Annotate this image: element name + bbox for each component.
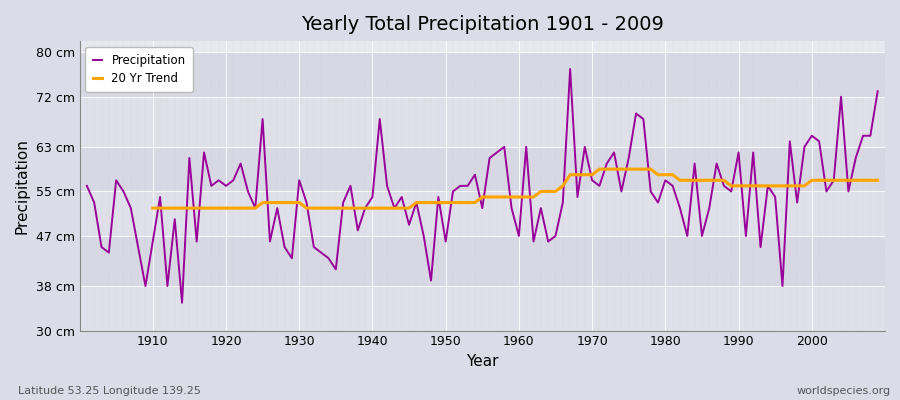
Bar xyxy=(79,192,885,236)
Title: Yearly Total Precipitation 1901 - 2009: Yearly Total Precipitation 1901 - 2009 xyxy=(301,15,663,34)
Precipitation xyxy=(564,66,575,71)
Text: worldspecies.org: worldspecies.org xyxy=(796,386,891,396)
Line: Precipitation: Precipitation xyxy=(87,69,878,303)
20 Yr Trend xyxy=(580,172,590,177)
Precipitation xyxy=(514,234,525,238)
Bar xyxy=(79,147,885,192)
Precipitation xyxy=(176,300,187,305)
Precipitation xyxy=(521,144,532,149)
X-axis label: Year: Year xyxy=(466,354,499,369)
Bar xyxy=(79,52,885,97)
20 Yr Trend xyxy=(316,206,327,210)
Bar xyxy=(79,97,885,147)
Bar xyxy=(79,286,885,330)
Precipitation xyxy=(82,184,93,188)
20 Yr Trend xyxy=(286,200,297,205)
Precipitation xyxy=(353,228,364,233)
Line: 20 Yr Trend: 20 Yr Trend xyxy=(153,169,878,208)
20 Yr Trend xyxy=(821,178,832,183)
Precipitation xyxy=(872,89,883,94)
Text: Latitude 53.25 Longitude 139.25: Latitude 53.25 Longitude 139.25 xyxy=(18,386,201,396)
Bar xyxy=(79,236,885,286)
Precipitation xyxy=(140,284,151,288)
20 Yr Trend xyxy=(521,194,532,199)
Y-axis label: Precipitation: Precipitation xyxy=(15,138,30,234)
Legend: Precipitation, 20 Yr Trend: Precipitation, 20 Yr Trend xyxy=(86,47,193,92)
Precipitation xyxy=(616,189,626,194)
Precipitation xyxy=(309,245,320,250)
20 Yr Trend xyxy=(594,167,605,172)
20 Yr Trend xyxy=(148,206,158,210)
20 Yr Trend xyxy=(843,178,854,183)
20 Yr Trend xyxy=(872,178,883,183)
